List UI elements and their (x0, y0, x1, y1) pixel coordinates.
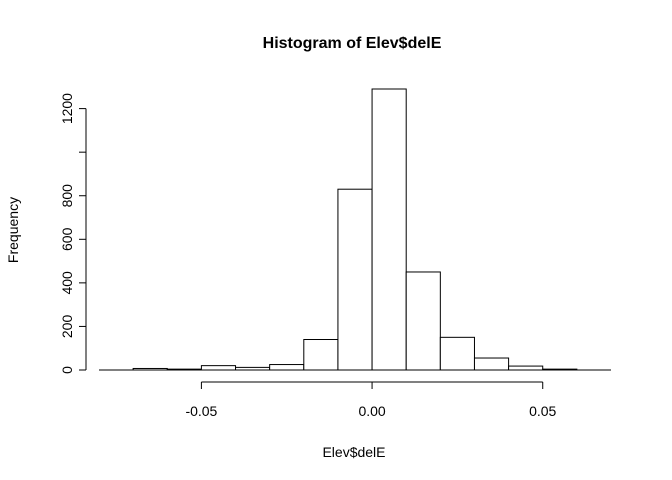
y-tick-label: 1200 (59, 93, 75, 124)
histogram-bar (132, 367, 168, 371)
histogram-bar (235, 366, 271, 371)
y-tick-label: 800 (59, 184, 75, 208)
x-tick-label: 0.00 (358, 403, 385, 419)
x-tick-label: -0.05 (185, 403, 217, 419)
y-tick-label: 0 (59, 366, 75, 374)
histogram-bar (337, 188, 373, 371)
x-axis-label: Elev$delE (322, 444, 385, 460)
y-axis: 0 200 400 600 800 1200 (59, 93, 87, 374)
histogram-bar (439, 336, 475, 371)
histogram-bar (371, 88, 407, 371)
chart-title: Histogram of Elev$delE (263, 35, 442, 52)
histogram-bar (405, 271, 441, 371)
histogram-bar (200, 365, 237, 371)
y-tick-label: 200 (59, 315, 75, 339)
histogram-bar (508, 365, 544, 371)
histogram-bar (473, 357, 510, 371)
x-tick-label: 0.05 (529, 403, 556, 419)
histogram-bar (269, 364, 305, 371)
histogram-bar (166, 368, 202, 371)
bars-group (99, 88, 611, 371)
x-axis: -0.05 0.00 0.05 (185, 381, 557, 419)
y-tick-label: 400 (59, 271, 75, 295)
y-tick-label: 600 (59, 227, 75, 251)
histogram-bar (303, 339, 339, 371)
histogram-bar (542, 368, 578, 371)
y-axis-label: Frequency (5, 197, 21, 263)
